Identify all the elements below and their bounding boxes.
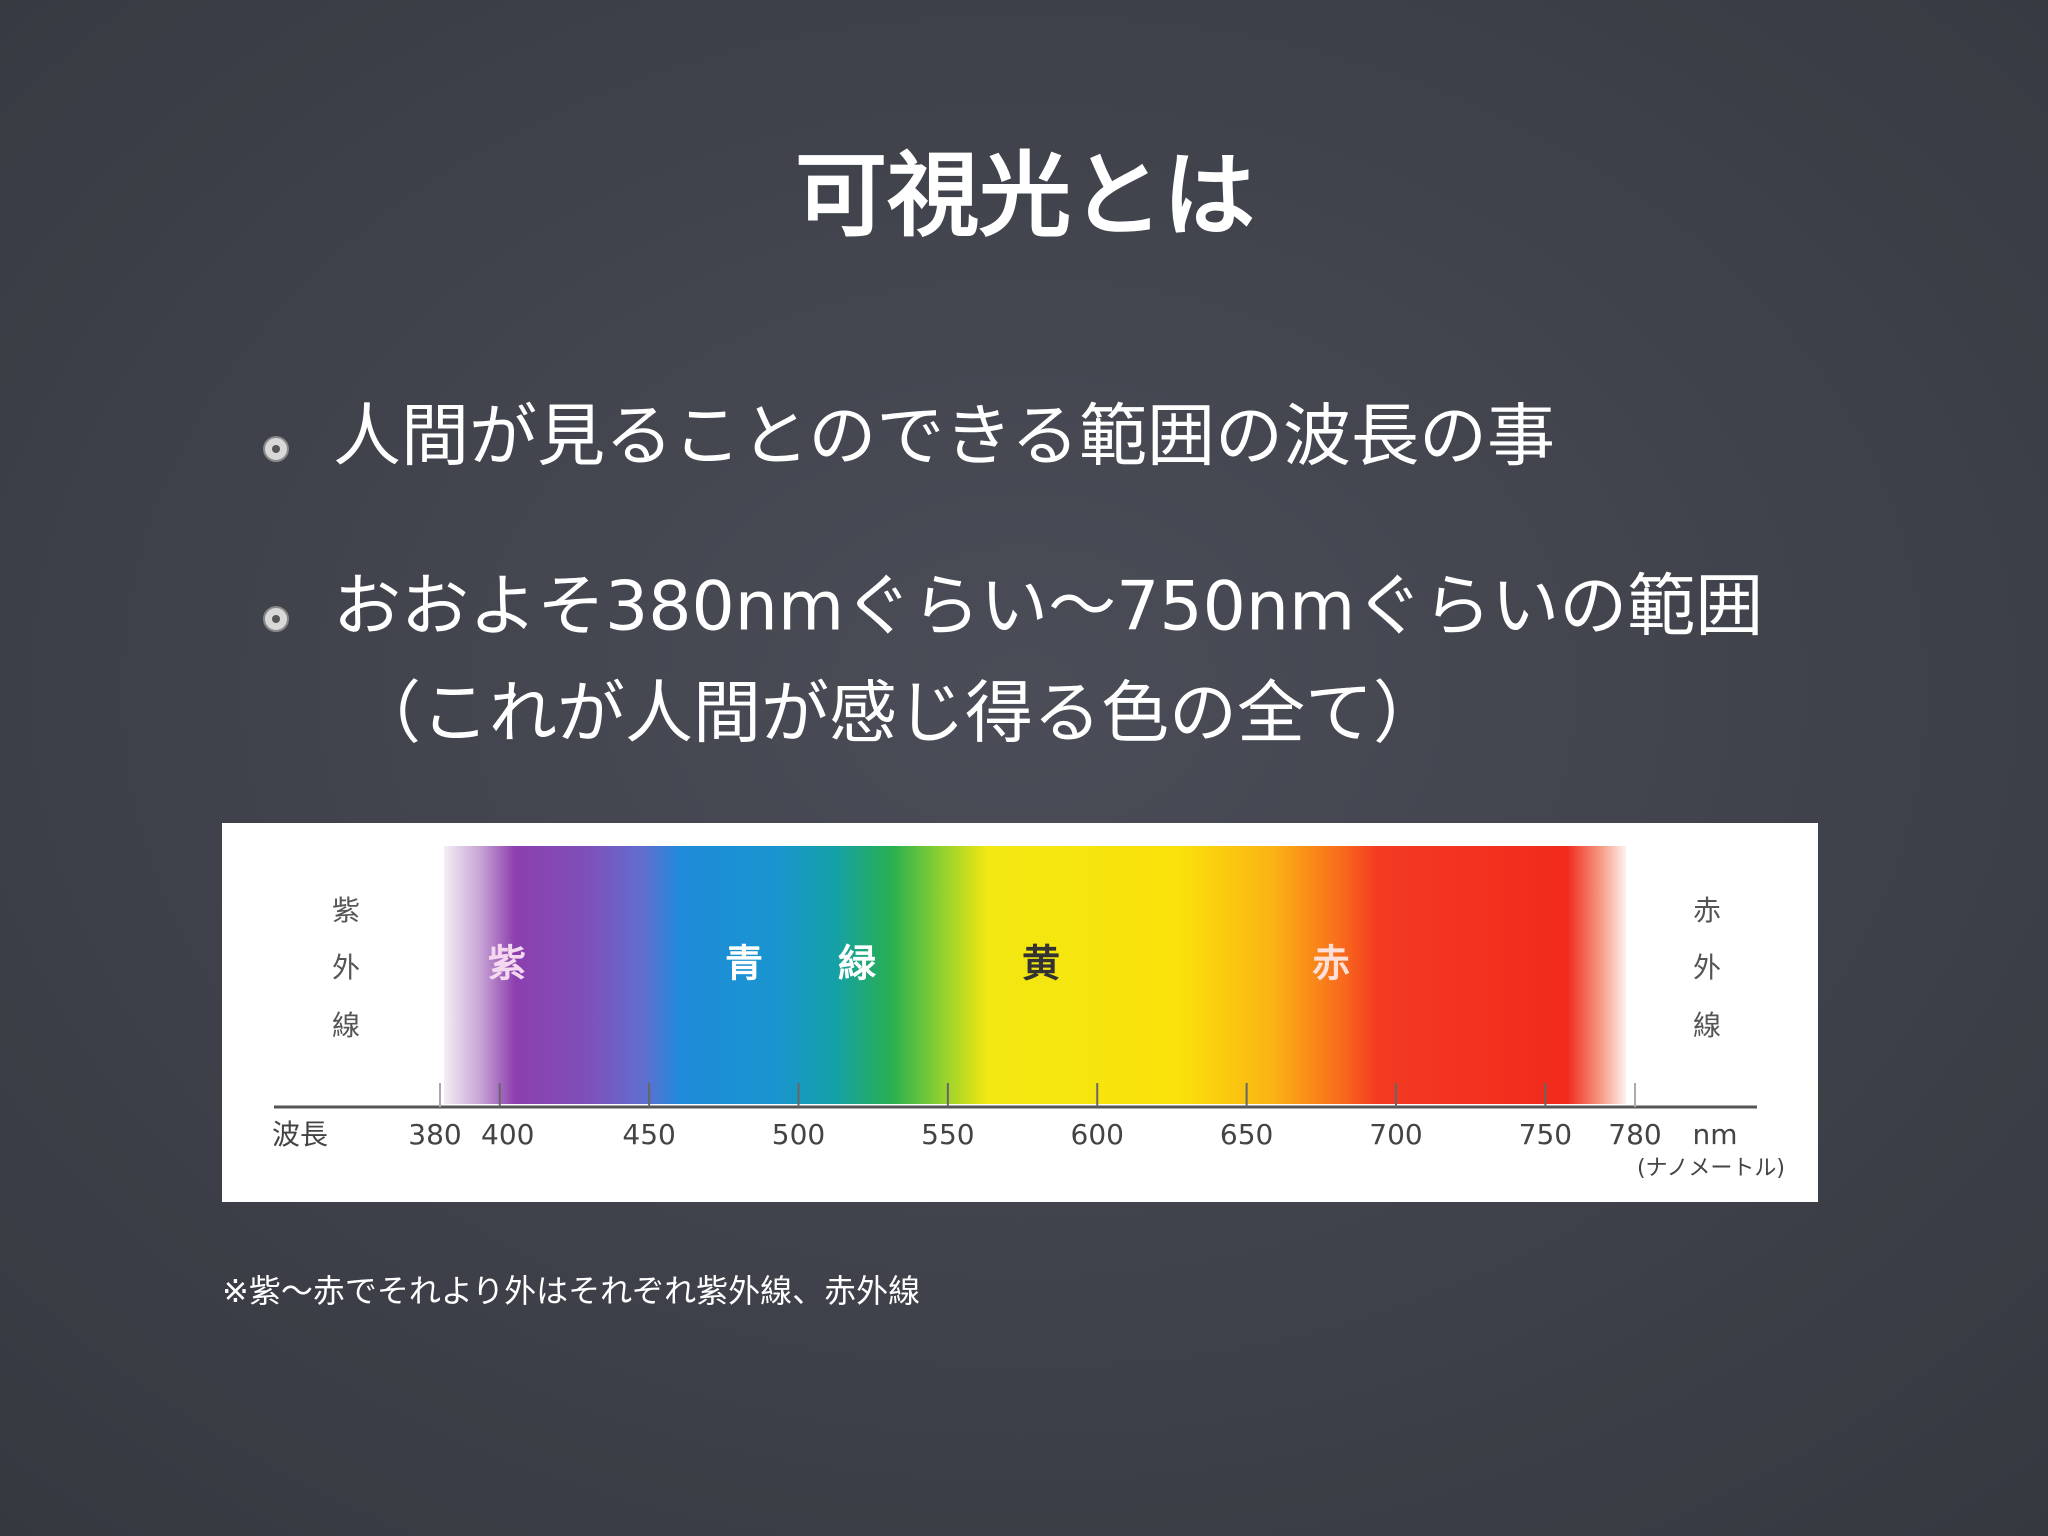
tick-label: 650: [1220, 1118, 1273, 1151]
tick-label: 600: [1071, 1118, 1124, 1151]
tick-label: 550: [921, 1118, 974, 1151]
color-label: 緑: [838, 942, 877, 986]
axis-label: 波長: [272, 1118, 328, 1151]
color-label: 紫: [488, 942, 526, 986]
bullet-list: 人間が見ることのできる範囲の波長の事おおよそ380nmぐらい〜750nmぐらいの…: [263, 398, 1763, 754]
spectrum-labels: 380 400 450 500 550 600 650 700 750 780 波長 nm (ナノメート…: [272, 894, 1785, 1181]
tick-label: 780: [1608, 1118, 1661, 1151]
ir-label: 線: [1693, 1009, 1721, 1042]
bullet-icon-dot: [272, 615, 280, 623]
color-label: 青: [725, 942, 763, 986]
uv-label: 線: [332, 1009, 360, 1042]
uv-label: 紫: [332, 894, 360, 927]
bullet-icon-dot: [272, 445, 280, 453]
footnote: ※紫〜赤でそれより外はそれぞれ紫外線、赤外線: [222, 1272, 920, 1310]
slide-title: 可視光とは: [795, 142, 1255, 249]
tick-label: 380: [408, 1118, 461, 1151]
unit-note: (ナノメートル): [1637, 1156, 1785, 1181]
tick-label: 750: [1519, 1118, 1572, 1151]
tick-label: 700: [1369, 1118, 1422, 1151]
ir-label: 外: [1693, 951, 1721, 984]
tick-label: 400: [481, 1118, 534, 1151]
color-label: 黄: [1022, 942, 1060, 986]
ir-label: 赤: [1693, 894, 1721, 927]
tick-label: 450: [622, 1118, 675, 1151]
uv-label: 外: [332, 951, 360, 984]
spectrum-band: [444, 846, 1626, 1104]
bullet-text: 人間が見ることのできる範囲の波長の事: [333, 398, 1555, 477]
bullet-text: おおよそ380nmぐらい〜750nmぐらいの範囲: [333, 568, 1763, 647]
bullet-text: （これが人間が感じ得る色の全て）: [353, 675, 1441, 754]
tick-label: 500: [772, 1118, 825, 1151]
unit-label: nm: [1692, 1118, 1737, 1151]
color-label: 赤: [1312, 942, 1350, 986]
